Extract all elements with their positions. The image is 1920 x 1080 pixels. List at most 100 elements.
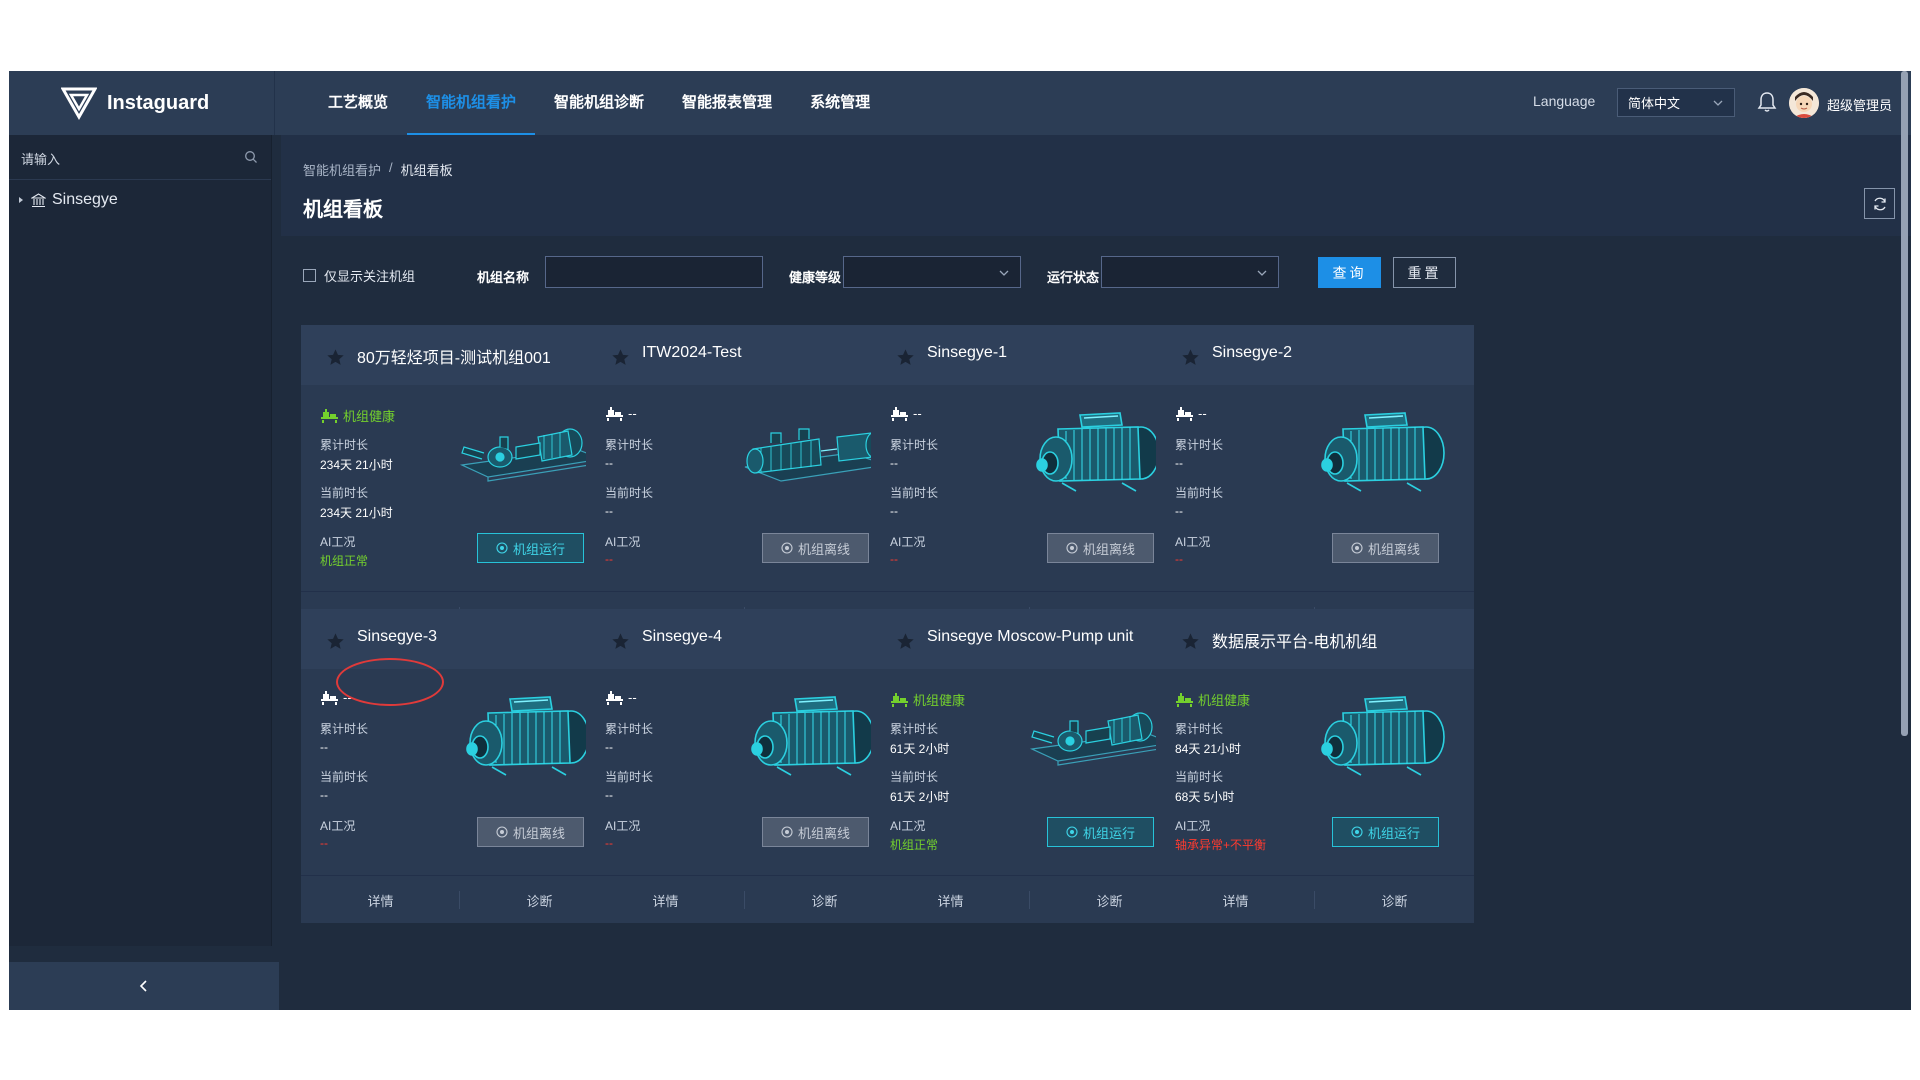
card-title[interactable]: ITW2024-Test	[642, 344, 742, 361]
card-title[interactable]: Sinsegye-2	[1212, 344, 1293, 361]
tree-node-sinsegye[interactable]: Sinsegye	[17, 189, 118, 211]
pump-unit-icon	[456, 407, 605, 495]
unit-card: Sinsegye-3 -- 累计时长 -- 当前时长 -- AI工况 -- 机组…	[301, 609, 619, 923]
cumulative-label: 累计时长	[890, 438, 939, 452]
caret-right-icon[interactable]	[17, 196, 25, 204]
diagnose-button[interactable]: 诊断	[526, 893, 553, 909]
star-icon[interactable]	[326, 348, 345, 367]
health-level-select[interactable]	[843, 256, 1021, 288]
unit-run-status-button[interactable]: 机组离线	[762, 533, 869, 563]
current-label: 当前时长	[320, 770, 369, 784]
chevron-down-icon	[1713, 100, 1723, 106]
card-header: Sinsegye-2	[1156, 325, 1474, 385]
current-label: 当前时长	[1175, 486, 1224, 500]
brand-logo[interactable]: Instaguard	[61, 85, 209, 121]
bell-icon[interactable]	[1757, 91, 1777, 113]
motor-icon	[1311, 407, 1459, 495]
card-title[interactable]: Sinsegye Moscow-Pump unit	[927, 628, 1134, 645]
avatar[interactable]	[1789, 88, 1819, 118]
scrollbar[interactable]	[1901, 71, 1908, 736]
unit-status-icon	[605, 406, 624, 421]
unit-run-status-button[interactable]: 机组离线	[762, 817, 869, 847]
tree-node-label: Sinsegye	[52, 191, 118, 208]
only-followed-checkbox-group[interactable]: 仅显示关注机组	[303, 266, 415, 285]
breadcrumb-current: 机组看板	[400, 163, 453, 178]
unit-run-status-button[interactable]: 机组离线	[1332, 533, 1439, 563]
language-select[interactable]: 简体中文	[1617, 88, 1735, 117]
star-icon[interactable]	[611, 632, 630, 651]
star-icon[interactable]	[896, 632, 915, 651]
reset-button[interactable]: 重置	[1393, 257, 1456, 288]
unit-name-input[interactable]	[545, 256, 763, 288]
motor-icon	[1311, 691, 1459, 779]
star-icon[interactable]	[1181, 348, 1200, 367]
current-label: 当前时长	[605, 486, 654, 500]
current-label: 当前时长	[320, 486, 369, 500]
unit-run-status-button[interactable]: 机组运行	[1332, 817, 1439, 847]
unit-card: Sinsegye-1 -- 累计时长 -- 当前时长 -- AI工况 -- 机组…	[871, 325, 1189, 639]
sidebar-search-input[interactable]	[19, 149, 223, 169]
diagnose-button[interactable]: 诊断	[811, 893, 838, 909]
detail-button[interactable]: 详情	[301, 876, 460, 924]
search-icon[interactable]	[244, 150, 258, 164]
ai-condition-label: AI工况	[605, 819, 641, 833]
card-title[interactable]: Sinsegye-3	[357, 628, 438, 645]
nav-unit-diagnosis[interactable]: 智能机组诊断	[554, 94, 645, 111]
nav-system-management[interactable]: 系统管理	[810, 94, 871, 111]
breadcrumb: 智能机组看护 / 机组看板	[303, 160, 453, 179]
star-icon[interactable]	[611, 348, 630, 367]
query-button[interactable]: 查询	[1318, 257, 1381, 288]
play-circle-icon	[496, 826, 508, 838]
nav-report-management[interactable]: 智能报表管理	[682, 94, 773, 111]
user-name[interactable]: 超级管理员	[1827, 98, 1893, 113]
card-title[interactable]: 数据展示平台-电机机组	[1212, 634, 1378, 651]
unit-run-status-button[interactable]: 机组离线	[1047, 533, 1154, 563]
card-header: ITW2024-Test	[586, 325, 904, 385]
detail-button[interactable]: 详情	[1156, 876, 1315, 924]
unit-run-status-button[interactable]: 机组离线	[477, 817, 584, 847]
topbar-divider	[274, 71, 275, 135]
detail-button[interactable]: 详情	[871, 876, 1030, 924]
cumulative-label: 累计时长	[605, 722, 654, 736]
only-followed-checkbox[interactable]	[303, 269, 316, 282]
only-followed-label: 仅显示关注机组	[324, 269, 416, 284]
card-title[interactable]: Sinsegye-1	[927, 344, 1008, 361]
health-status: --	[1175, 406, 1207, 421]
current-value: --	[605, 504, 613, 518]
ai-condition-label: AI工况	[320, 819, 356, 833]
chevron-left-icon[interactable]	[137, 979, 151, 993]
language-label: Language	[1533, 93, 1596, 109]
unit-status-icon	[890, 406, 909, 421]
unit-status-icon	[320, 690, 339, 705]
diagnose-button[interactable]: 诊断	[1096, 893, 1123, 909]
breadcrumb-parent[interactable]: 智能机组看护	[303, 163, 382, 178]
bank-building-icon	[31, 192, 46, 207]
detail-button[interactable]: 详情	[586, 876, 745, 924]
current-value: 61天 2小时	[890, 790, 950, 804]
play-circle-icon	[781, 826, 793, 838]
diagnose-button[interactable]: 诊断	[1381, 893, 1408, 909]
user-avatar-icon	[1789, 88, 1819, 118]
star-icon[interactable]	[326, 632, 345, 651]
unit-run-status-button[interactable]: 机组运行	[1047, 817, 1154, 847]
card-title[interactable]: Sinsegye-4	[642, 628, 723, 645]
nav-unit-care[interactable]: 智能机组看护	[407, 71, 536, 135]
brand-name: Instaguard	[107, 91, 210, 114]
current-label: 当前时长	[890, 770, 939, 784]
nav-process-overview[interactable]: 工艺概览	[328, 94, 389, 111]
cumulative-label: 累计时长	[1175, 722, 1224, 736]
card-header: Sinsegye Moscow-Pump unit	[871, 609, 1189, 669]
unit-card-grid: 80万轻烃项目-测试机组001 机组健康 累计时长 234天 21小时 当前时长…	[301, 325, 1681, 1010]
current-label: 当前时长	[605, 770, 654, 784]
sidebar-search	[9, 135, 271, 180]
star-icon[interactable]	[1181, 632, 1200, 651]
cumulative-label: 累计时长	[1175, 438, 1224, 452]
refresh-button[interactable]	[1864, 188, 1895, 219]
cumulative-value: 234天 21小时	[320, 458, 393, 472]
unit-run-status-button[interactable]: 机组运行	[477, 533, 584, 563]
card-title[interactable]: 80万轻烃项目-测试机组001	[357, 350, 551, 367]
refresh-icon	[1873, 197, 1886, 210]
unit-card: ITW2024-Test -- 累计时长 -- 当前时长 -- AI工况 -- …	[586, 325, 904, 639]
run-status-select[interactable]	[1101, 256, 1279, 288]
star-icon[interactable]	[896, 348, 915, 367]
